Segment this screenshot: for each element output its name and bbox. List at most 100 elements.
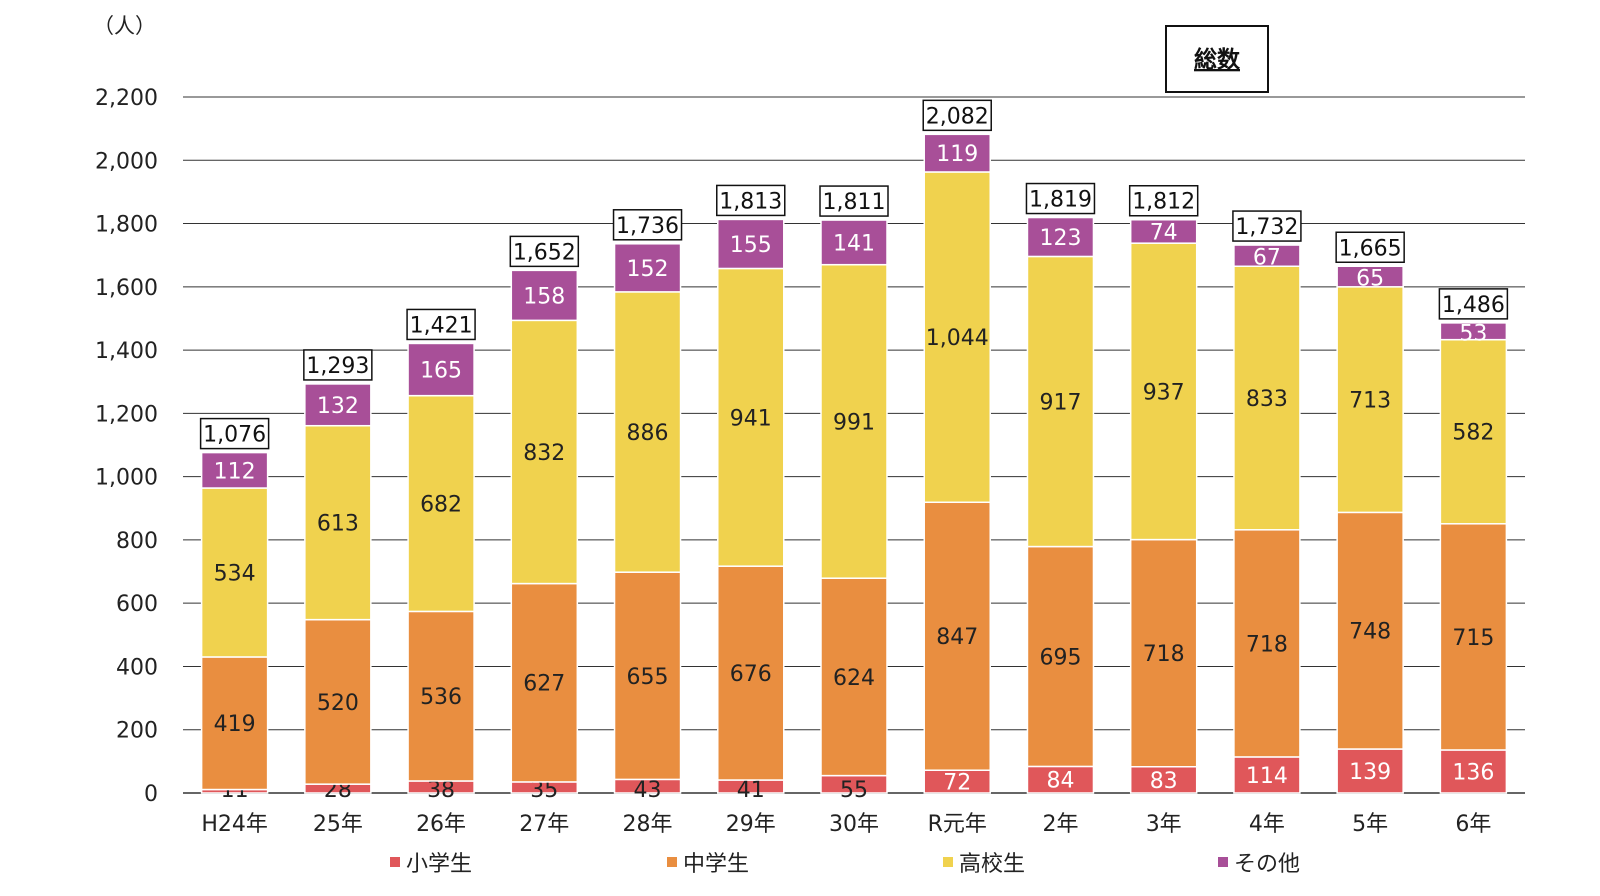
data-label-その他-1: 132 xyxy=(317,394,359,419)
x-tick-label-6: 30年 xyxy=(829,812,879,837)
bar-segment-その他-10 xyxy=(1233,244,1301,268)
data-label-高校生-4: 886 xyxy=(627,421,669,446)
total-label-box-8 xyxy=(1025,182,1096,215)
bar-segment-高校生-4 xyxy=(613,291,682,573)
data-label-中学生-7: 847 xyxy=(936,625,978,650)
bar-segment-その他-3 xyxy=(510,269,579,322)
bar-segment-小学生-11 xyxy=(1336,748,1404,794)
data-label-小学生-5: 41 xyxy=(737,778,765,803)
total-label-11: 1,665 xyxy=(1339,236,1402,261)
bar-segment-中学生-8 xyxy=(1026,545,1095,768)
data-label-その他-3: 158 xyxy=(523,284,565,309)
total-label-box-0 xyxy=(199,417,270,450)
y-tick-label: 1,400 xyxy=(95,339,158,364)
y-tick-label: 200 xyxy=(116,719,158,744)
data-label-小学生-10: 114 xyxy=(1246,764,1288,789)
total-label-box-12 xyxy=(1438,288,1509,320)
x-tick-label-9: 3年 xyxy=(1146,812,1182,837)
legend-swatch-その他 xyxy=(1218,857,1228,867)
total-label-4: 1,736 xyxy=(616,214,679,239)
bar-segment-中学生-5 xyxy=(717,565,785,781)
data-label-中学生-5: 676 xyxy=(730,662,772,687)
x-tick-label-0: H24年 xyxy=(201,812,268,837)
data-label-高校生-0: 534 xyxy=(214,561,256,586)
data-label-その他-12: 53 xyxy=(1459,321,1487,346)
total-label-box-4 xyxy=(612,209,683,241)
bar-segment-その他-9 xyxy=(1129,218,1198,244)
data-label-小学生-6: 55 xyxy=(840,778,868,803)
bar-segment-中学生-4 xyxy=(613,571,682,781)
data-label-中学生-9: 718 xyxy=(1143,642,1185,667)
bar-segment-その他-7 xyxy=(923,133,991,173)
data-label-その他-0: 112 xyxy=(214,459,256,484)
bar-segment-その他-12 xyxy=(1439,322,1508,341)
legend-label-中学生: 中学生 xyxy=(683,852,749,877)
total-label-box-7 xyxy=(922,99,992,132)
data-label-高校生-5: 941 xyxy=(730,406,772,431)
legend-swatch-高校生 xyxy=(943,857,953,867)
bar-segment-高校生-2 xyxy=(407,394,475,613)
bar-segment-高校生-6 xyxy=(820,263,888,579)
bar-segment-中学生-0 xyxy=(200,656,269,791)
data-label-中学生-2: 536 xyxy=(420,685,462,710)
x-tick-label-8: 2年 xyxy=(1042,812,1078,837)
total-label-box-3 xyxy=(509,235,580,268)
y-tick-label: 600 xyxy=(116,592,158,617)
total-label-3: 1,652 xyxy=(513,240,576,265)
total-label-12: 1,486 xyxy=(1442,293,1505,318)
data-label-小学生-4: 43 xyxy=(634,778,662,803)
data-label-その他-5: 155 xyxy=(730,233,772,258)
data-label-小学生-9: 83 xyxy=(1150,769,1178,794)
bar-segment-中学生-12 xyxy=(1439,523,1508,751)
data-label-高校生-12: 582 xyxy=(1452,421,1494,446)
bar-segment-その他-4 xyxy=(613,243,682,293)
total-label-box-11 xyxy=(1335,231,1405,264)
x-tick-label-3: 27年 xyxy=(519,812,569,837)
bar-segment-その他-6 xyxy=(820,219,888,266)
y-tick-label: 0 xyxy=(144,782,158,807)
bar-segment-中学生-2 xyxy=(407,610,475,782)
legend-label-高校生: 高校生 xyxy=(959,852,1025,877)
total-label-box-6 xyxy=(819,185,889,217)
legend-label-小学生: 小学生 xyxy=(406,852,472,877)
bar-segment-小学生-9 xyxy=(1129,765,1198,794)
total-label-box-2 xyxy=(406,308,476,341)
total-label-6: 1,811 xyxy=(823,190,886,215)
x-tick-label-10: 4年 xyxy=(1249,812,1285,837)
data-label-高校生-7: 1,044 xyxy=(926,326,989,351)
bar-segment-高校生-0 xyxy=(200,487,269,658)
data-label-その他-2: 165 xyxy=(420,359,462,384)
bar-segment-中学生-1 xyxy=(304,618,372,785)
y-tick-label: 1,200 xyxy=(95,402,158,427)
x-tick-label-2: 26年 xyxy=(416,812,466,837)
y-tick-label: 1,800 xyxy=(95,213,158,238)
bar-segment-その他-0 xyxy=(200,451,269,489)
data-label-その他-9: 74 xyxy=(1150,220,1178,245)
legend-swatch-小学生 xyxy=(390,857,400,867)
bar-segment-その他-2 xyxy=(407,342,475,397)
data-label-高校生-3: 832 xyxy=(523,441,565,466)
legend: 小学生 中学生 高校生 その他 xyxy=(390,852,1300,877)
bar-segment-高校生-5 xyxy=(717,267,785,567)
data-label-中学生-4: 655 xyxy=(627,665,669,690)
total-label-0: 1,076 xyxy=(203,423,266,448)
x-tick-label-7: R元年 xyxy=(928,812,987,837)
data-label-高校生-8: 917 xyxy=(1039,391,1081,416)
y-tick-label: 2,200 xyxy=(95,86,158,111)
data-label-中学生-6: 624 xyxy=(833,666,875,691)
x-tick-label-5: 29年 xyxy=(726,812,776,837)
bar-segment-高校生-12 xyxy=(1439,338,1508,525)
data-label-中学生-8: 695 xyxy=(1039,645,1081,670)
data-label-その他-8: 123 xyxy=(1039,226,1081,251)
total-label-7: 2,082 xyxy=(926,104,989,129)
data-label-高校生-11: 713 xyxy=(1349,389,1391,414)
bar-segment-高校生-11 xyxy=(1336,286,1404,514)
legend-swatch-中学生 xyxy=(667,857,677,867)
data-label-小学生-2: 38 xyxy=(427,778,455,803)
data-label-高校生-2: 682 xyxy=(420,493,462,518)
data-label-小学生-12: 136 xyxy=(1452,760,1494,785)
y-tick-label: 2,000 xyxy=(95,149,158,174)
total-label-5: 1,813 xyxy=(719,189,782,214)
total-labels: 1,076 1,293 1,421 1,652 1,736 1,813 1,811 2,082… xyxy=(199,99,1509,450)
